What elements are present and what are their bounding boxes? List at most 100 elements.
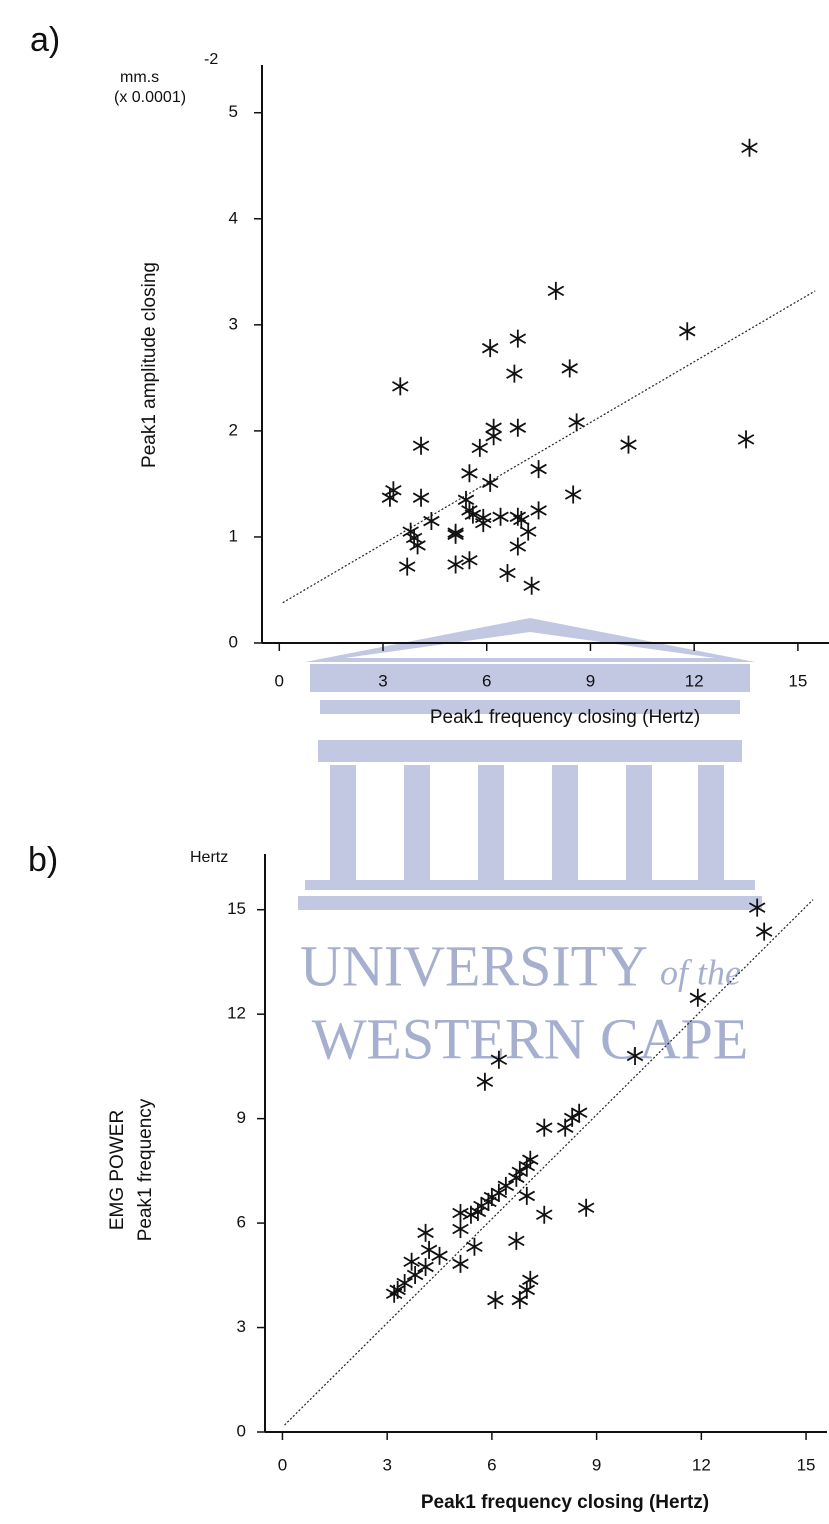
x-tick-label: 0: [275, 671, 284, 690]
point: [530, 501, 547, 520]
point: [556, 1118, 574, 1137]
point: [522, 1270, 539, 1289]
point: [499, 564, 516, 583]
column: [552, 765, 578, 880]
y-axis-label: Peak1 frequency: [135, 1098, 156, 1241]
x-axis-label: Peak1 frequency closing (Hertz): [421, 1492, 709, 1513]
point: [398, 557, 416, 576]
watermark-text: WESTERN CAPE: [312, 1006, 749, 1071]
x-axis-label: Peak1 frequency closing (Hertz): [430, 707, 700, 728]
column: [330, 765, 356, 880]
point: [492, 507, 509, 526]
frieze: [320, 700, 740, 714]
point: [464, 505, 482, 524]
y-scale-label: (x 0.0001): [114, 89, 186, 106]
point: [689, 988, 707, 1007]
point: [452, 1203, 469, 1222]
point: [508, 1168, 525, 1187]
y-tick-label: 6: [237, 1213, 246, 1232]
column: [698, 765, 724, 880]
x-tick-label: 3: [378, 671, 387, 690]
y-axis-label: EMG POWER: [107, 1110, 128, 1230]
point: [511, 1291, 529, 1310]
x-tick-label: 12: [685, 671, 704, 690]
point: [518, 1186, 536, 1205]
point: [509, 329, 527, 348]
watermark-text: UNIVERSITY: [300, 933, 648, 998]
point: [547, 281, 565, 300]
point: [412, 488, 430, 507]
point: [523, 576, 540, 595]
point: [518, 1156, 536, 1175]
point: [509, 537, 527, 556]
point: [423, 512, 440, 531]
x-tick-label: 9: [592, 1455, 601, 1474]
point: [497, 1176, 515, 1195]
x-tick-label: 15: [788, 671, 807, 690]
point: [420, 1240, 438, 1259]
point: [490, 1050, 508, 1069]
y-tick-label: 5: [229, 102, 238, 121]
pediment-inner: [345, 632, 715, 658]
point: [471, 438, 489, 457]
y-tick-label: 4: [229, 208, 238, 227]
point: [620, 435, 637, 454]
point: [570, 1103, 588, 1122]
y-tick-label: 2: [229, 420, 238, 439]
point: [737, 430, 755, 449]
point: [509, 418, 527, 437]
step: [305, 880, 755, 890]
point: [748, 898, 766, 917]
point: [452, 1220, 469, 1238]
point: [447, 555, 464, 574]
point: [626, 1046, 644, 1065]
point: [417, 1257, 434, 1276]
y-tick-label: 0: [237, 1421, 246, 1440]
y-tick-label: 12: [227, 1004, 246, 1023]
point: [679, 322, 696, 341]
point: [403, 1252, 420, 1271]
panel-label: a): [30, 21, 60, 59]
x-tick-label: 0: [278, 1455, 287, 1474]
x-tick-label: 12: [692, 1455, 711, 1474]
point: [577, 1198, 595, 1217]
point: [396, 1273, 413, 1292]
x-tick-label: 6: [482, 671, 491, 690]
y-axis-label: Peak1 amplitude closing: [139, 262, 160, 468]
y-tick-label: 3: [237, 1317, 246, 1336]
point: [476, 1072, 494, 1091]
point: [409, 536, 426, 555]
point: [452, 1254, 469, 1273]
point: [417, 1223, 434, 1242]
point: [466, 1237, 483, 1256]
y-unit-label: mm.s: [120, 69, 159, 86]
point: [431, 1246, 448, 1265]
step: [298, 896, 762, 910]
point: [447, 525, 464, 544]
y-tick-label: 9: [237, 1108, 246, 1127]
point: [530, 460, 547, 479]
column: [626, 765, 652, 880]
point: [536, 1205, 553, 1224]
x-tick-label: 3: [382, 1455, 391, 1474]
panel-label: b): [28, 841, 58, 879]
y-tick-label: 15: [227, 899, 246, 918]
point: [513, 510, 530, 529]
column: [478, 765, 504, 880]
point: [461, 464, 478, 483]
column: [404, 765, 430, 880]
point: [755, 922, 773, 941]
architrave: [318, 740, 742, 762]
point: [564, 485, 582, 504]
trend-line: [284, 899, 814, 1426]
x-tick-label: 9: [586, 671, 595, 690]
watermark-text: of the: [660, 952, 741, 992]
y-tick-label: 3: [229, 314, 238, 333]
point: [461, 551, 478, 570]
point: [402, 522, 419, 541]
point: [475, 514, 492, 533]
x-tick-label: 15: [797, 1455, 816, 1474]
point: [457, 490, 475, 509]
point: [381, 488, 399, 507]
